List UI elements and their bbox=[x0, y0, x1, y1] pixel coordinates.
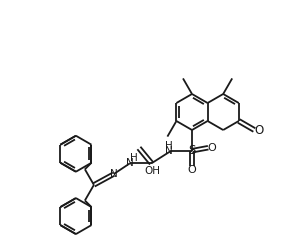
Text: OH: OH bbox=[145, 166, 161, 176]
Text: H: H bbox=[165, 141, 173, 151]
Text: O: O bbox=[255, 123, 264, 136]
Text: N: N bbox=[110, 169, 118, 179]
Text: O: O bbox=[208, 143, 217, 153]
Text: N: N bbox=[165, 146, 173, 156]
Text: H: H bbox=[130, 153, 138, 163]
Text: S: S bbox=[188, 144, 196, 157]
Text: N: N bbox=[126, 158, 134, 168]
Text: O: O bbox=[188, 165, 196, 175]
